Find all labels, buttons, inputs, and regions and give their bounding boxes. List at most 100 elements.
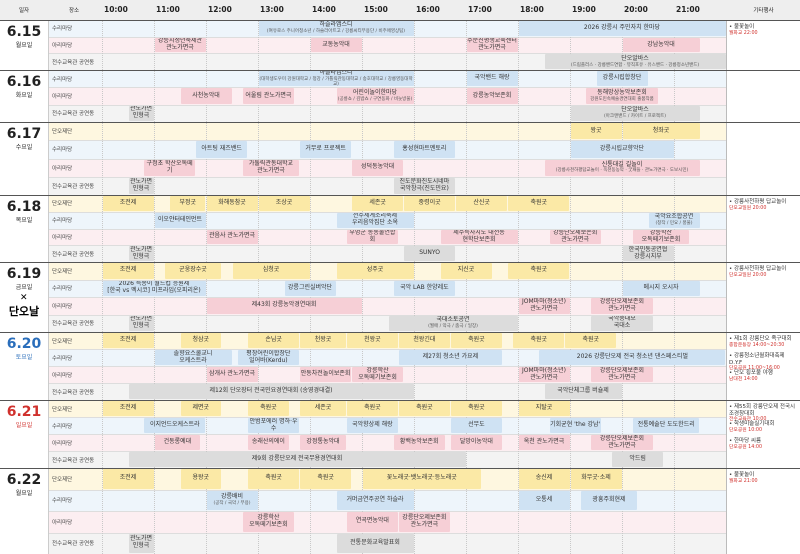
row-line: [48, 104, 726, 106]
event: 부정굿: [170, 196, 206, 211]
event-label: 솔향요스쿨교니 오케스트라: [173, 350, 213, 364]
venue-label: 단오제단: [52, 129, 73, 136]
event: 국악밴드 해랑: [466, 71, 518, 87]
other-event: • 한마당 씨름 단오공원 14:00: [729, 438, 799, 450]
event: 중령이굿: [404, 196, 456, 211]
row-line: [48, 245, 726, 247]
event-label: 강릉시립교향악단: [599, 144, 645, 152]
event: 강릉학산 오독떼기보존회: [352, 367, 404, 382]
event-label: SUNYO: [419, 249, 440, 257]
event-sub: (창작 / 민요 / 풍물): [655, 220, 693, 226]
venue-label: 아리마당: [52, 303, 73, 310]
row-line: [48, 417, 726, 418]
venue-label: 수리마당: [52, 498, 73, 505]
event-sub: (강릉사천하평답교놀이 · 옥천동농악 · 굿패들 · 관노가면극 · 도보시민…: [555, 168, 689, 174]
event-label: 축원굿: [468, 336, 485, 344]
time-label: 11:00: [156, 5, 180, 14]
event: 세존굿: [352, 196, 404, 211]
event-label: 축원굿: [317, 474, 334, 482]
time-label: 12:00: [208, 5, 232, 14]
event: 단오알바스 (드림플러스 · 강릉밴드연합 · 뮤직포유 · 유스밴드 · 강릉청…: [544, 54, 726, 69]
event-label: 관노가면 인형극: [129, 105, 153, 120]
weekday: 일요일: [15, 422, 33, 429]
event-label: 이지언드오케스트라: [149, 421, 200, 429]
event: 강릉시립교향악단: [570, 141, 674, 158]
row-line: [48, 228, 726, 230]
event-label: 축원굿: [260, 404, 277, 412]
other-divider: [726, 122, 727, 195]
event: 손님굿: [248, 333, 300, 348]
event-label: 악드림: [629, 455, 646, 463]
event: 홍성현마트멘토리: [393, 141, 456, 158]
event: 축원굿: [508, 196, 570, 211]
venue-label: 단오제단: [52, 406, 73, 413]
event-sub: (월애 / 악극 / 춤극 / 일장): [428, 324, 478, 330]
event: 성덕동농악대: [352, 159, 404, 176]
event: JOM마마(청소년) 관노가면극: [518, 367, 570, 382]
event: 군웅장수굿: [164, 263, 222, 279]
event: 송신제: [518, 469, 570, 489]
badge-icon: ✕: [20, 293, 28, 303]
event-label: 강릉학산 오독떼기보존회: [358, 367, 397, 381]
event-label: 강릉단오제보존회 관노가면극: [599, 367, 645, 381]
other-event: • 불꽃놀이 월화교 22:00: [729, 24, 799, 36]
event: 강남농악대: [622, 37, 700, 53]
event-label: 하슬라앱스디: [319, 21, 353, 29]
hour-line: [518, 20, 519, 554]
other-detail: 월화교 21:00: [729, 478, 758, 484]
venue-label: 단오제단: [52, 338, 73, 345]
row-bg: [48, 314, 726, 332]
other-divider: [726, 400, 727, 468]
event-label: 연곡면농악대: [355, 517, 389, 525]
event: 조전제: [102, 263, 154, 279]
row-bg: [48, 104, 726, 122]
event: 동해망상농악보존회 강원도민속예술경연대회 출품작품: [586, 88, 658, 104]
row-line: [48, 314, 726, 316]
event-label: 관노가면 인형극: [129, 177, 153, 192]
event: 어울림 관노가면극: [242, 88, 294, 104]
event: 어린이놀이한마당 (공룡쇼 / 김밥쇼 / 구연동화 / 비눗방울): [336, 88, 414, 104]
row-line: [48, 158, 726, 160]
event-label: 용왕굿: [192, 474, 210, 482]
event-label: 강릉단오제보존회 관노가면극: [599, 298, 645, 312]
other-divider: [726, 468, 727, 554]
event-label: 천왕굿: [364, 336, 381, 344]
event-label: 삼개사 관노가면극: [208, 370, 256, 378]
event-label: 관노가면 인형극: [129, 315, 153, 330]
event-label: 거머금연주공연 하슬라: [346, 495, 404, 503]
event-label: 화무굿·소제: [581, 474, 611, 482]
venue-label: 전수교육관 공연동: [52, 541, 95, 548]
event-label: 관음사 관노가면극: [208, 232, 256, 240]
event-label: 주문진평생교육센터 관노가면극: [467, 37, 517, 51]
event-label: 오통세: [535, 495, 553, 503]
event-label: 안동차전놀이보존회: [300, 370, 351, 378]
venue-label: 수리마당: [52, 218, 73, 225]
event: 강릉단오제보존회 관노가면극: [398, 512, 450, 532]
col-line: [48, 20, 49, 554]
event: 천왕긴대: [398, 333, 450, 348]
event: 축원굿: [398, 401, 450, 416]
event-label: 2026 강릉시 주민자치 한마당: [583, 23, 661, 31]
time-label: 10:00: [104, 5, 128, 14]
event: 강릉농악보존회: [466, 88, 518, 104]
weekday: 금요일: [15, 284, 33, 291]
event-label: 화해동참굿: [218, 198, 246, 206]
other-detail: 전수교육관 10:00: [729, 417, 767, 423]
event-label: 거무로 프로젝트: [305, 144, 346, 152]
day-separator: [0, 70, 800, 71]
event-label: 어린이놀이한마당: [352, 88, 398, 96]
event: 삼개사 관노가면극: [206, 367, 258, 382]
row-line: [48, 451, 726, 452]
row-line: [48, 366, 726, 367]
event: 제면굿: [180, 401, 222, 416]
venue-label: 전수교육관 공연동: [52, 321, 95, 328]
event-label: 전통문화교육발표회: [350, 538, 400, 546]
row-line: [48, 297, 726, 298]
other-divider: [726, 20, 727, 70]
event-label: 지탈굿: [535, 404, 553, 412]
other-title: • 제1회 강릉단오 족구대회: [729, 336, 792, 342]
event-label: 제주특자치도 대전동 현학단보존회: [453, 229, 505, 243]
event-sub: (여유로스 주니어청소년 / 하슬라아트고 / 강릉씨티무용단 / 비주애영상팀…: [266, 29, 406, 35]
other-title: • 학생미술실기대회: [729, 421, 775, 427]
event-label: 단오알바스: [621, 106, 649, 114]
